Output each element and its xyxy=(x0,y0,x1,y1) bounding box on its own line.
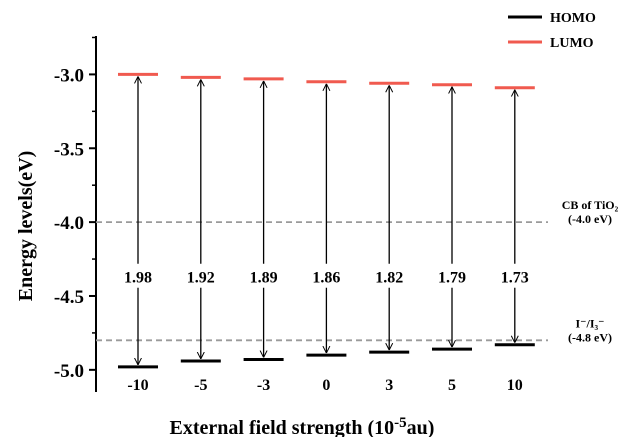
y-tick-label: -3.5 xyxy=(54,139,84,160)
y-tick-label: -4.0 xyxy=(54,213,84,234)
legend-label-lumo: LUMO xyxy=(550,36,594,51)
axes: -3.0 -3.5 -4.0 -4.5 -5.0 Energy levels(eV) Ext… xyxy=(15,36,434,437)
x-category-label: 5 xyxy=(448,377,456,394)
reference-value-label: (-4.8 eV) xyxy=(568,330,612,344)
gap-value-label: 1.86 xyxy=(312,270,340,287)
gap-value-label: 1.92 xyxy=(187,270,215,287)
energy-levels xyxy=(118,72,535,369)
gap-value-label: 1.98 xyxy=(124,270,152,287)
labels: 1.98 -10 1.92 -5 1.89 -3 1.86 0 1.82 3 1.79 5 1.73 10 xyxy=(124,270,529,394)
y-tick-label: -4.5 xyxy=(54,287,84,308)
gap-value-label: 1.89 xyxy=(250,270,278,287)
legend-label-homo: HOMO xyxy=(550,11,596,26)
reference-label: I⁻/I₃⁻ xyxy=(576,316,605,330)
x-category-label: 3 xyxy=(385,377,393,394)
x-category-label: -10 xyxy=(127,377,148,394)
gap-value-label: 1.73 xyxy=(501,270,529,287)
x-axis-title-tail: au) xyxy=(407,417,435,437)
x-axis-title-sup: -5 xyxy=(394,415,407,431)
y-axis-title: Energy levels(eV) xyxy=(15,151,37,302)
x-axis-title-main: External field strength (10 xyxy=(170,417,395,437)
reference-lines: CB of TiO₂(-4.0 eV) I⁻/I₃⁻(-4.8 eV) xyxy=(96,198,619,344)
y-tick-label: -5.0 xyxy=(54,361,84,382)
x-category-label: 0 xyxy=(322,377,330,394)
gap-arrows xyxy=(138,76,515,365)
reference-label: CB of TiO₂ xyxy=(562,198,619,212)
y-tick-label: -3.0 xyxy=(54,65,84,86)
gap-value-label: 1.82 xyxy=(375,270,403,287)
x-category-label: -5 xyxy=(194,377,207,394)
x-axis-title: External field strength (10-5au) xyxy=(170,415,435,437)
x-category-label: 10 xyxy=(507,377,523,394)
gap-value-label: 1.79 xyxy=(438,270,466,287)
x-category-label: -3 xyxy=(257,377,270,394)
reference-value-label: (-4.0 eV) xyxy=(568,212,612,226)
legend: HOMO LUMO xyxy=(508,11,596,51)
